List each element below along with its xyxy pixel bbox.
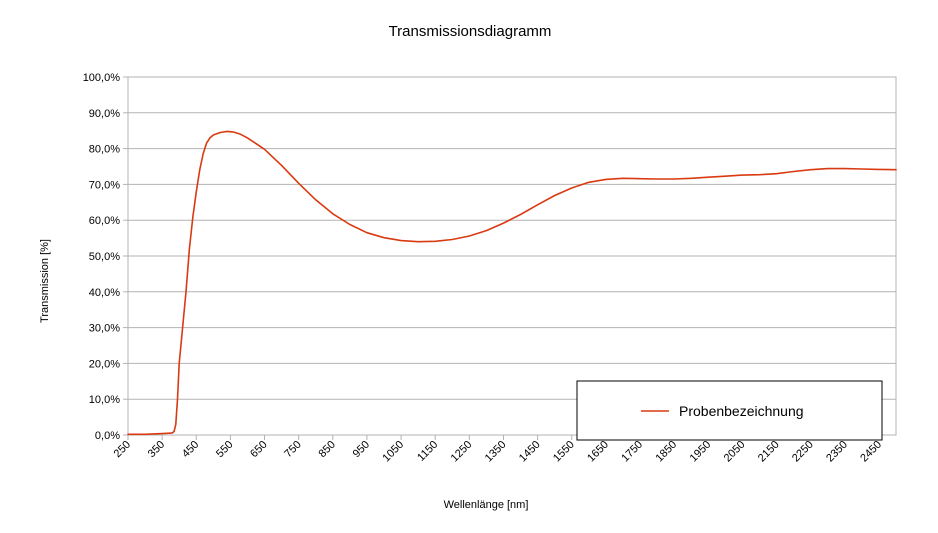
y-tick-label: 100,0% (83, 72, 121, 84)
y-tick-label: 80,0% (89, 144, 120, 156)
x-tick-label: 650 (248, 439, 269, 460)
x-axis-tick-labels: 250 350 450 550 650 750 850 950 1050 1150 1250 1350… (112, 439, 884, 465)
x-tick-label: 1650 (585, 439, 611, 465)
y-tick-label: 20,0% (89, 358, 120, 370)
x-tick-label: 1750 (619, 439, 645, 465)
y-tick-label: 50,0% (89, 251, 120, 263)
x-tick-label: 1550 (551, 439, 577, 465)
x-tick-label: 2050 (722, 439, 748, 465)
x-tick-label: 550 (214, 439, 235, 460)
x-tick-label: 2350 (824, 439, 850, 465)
y-tick-label: 70,0% (89, 179, 120, 191)
y-tick-label: 40,0% (89, 287, 120, 299)
x-tick-label: 1850 (653, 439, 679, 465)
x-tick-label: 1950 (688, 439, 714, 465)
legend-label-probenbezeichnung: Probenbezeichnung (679, 403, 804, 419)
x-tick-label: 1450 (517, 439, 543, 465)
chart-title: Transmissionsdiagramm (389, 23, 552, 40)
y-axis-tick-labels: 0,0% 10,0% 20,0% 30,0% 40,0% 50,0% 60,0% 70,0% 8… (83, 72, 121, 442)
x-tick-label: 2450 (858, 439, 884, 465)
legend-box (576, 380, 883, 441)
x-tick-label: 2150 (756, 439, 782, 465)
legend: Probenbezeichnung (576, 380, 883, 441)
y-tick-label: 10,0% (89, 394, 120, 406)
x-tick-label: 1150 (415, 439, 440, 464)
x-tick-label: 750 (282, 439, 303, 460)
x-tick-label: 1350 (483, 439, 509, 465)
y-tick-label: 30,0% (89, 323, 120, 335)
x-tick-label: 450 (180, 439, 201, 460)
y-tick-label: 0,0% (95, 430, 120, 442)
y-axis-label: Transmission [%] (39, 239, 51, 323)
y-tick-label: 60,0% (89, 215, 120, 227)
series-line (127, 130, 897, 436)
x-tick-label: 2250 (790, 439, 816, 465)
x-tick-label: 350 (146, 439, 167, 460)
x-tick-label: 950 (351, 439, 372, 460)
x-axis-label: Wellenlänge [nm] (444, 499, 529, 511)
x-tick-label: 850 (316, 439, 337, 460)
x-tick-label: 1050 (380, 439, 406, 465)
y-tick-label: 90,0% (89, 108, 120, 120)
series-layer (127, 130, 897, 436)
x-tick-label: 1250 (449, 439, 475, 465)
